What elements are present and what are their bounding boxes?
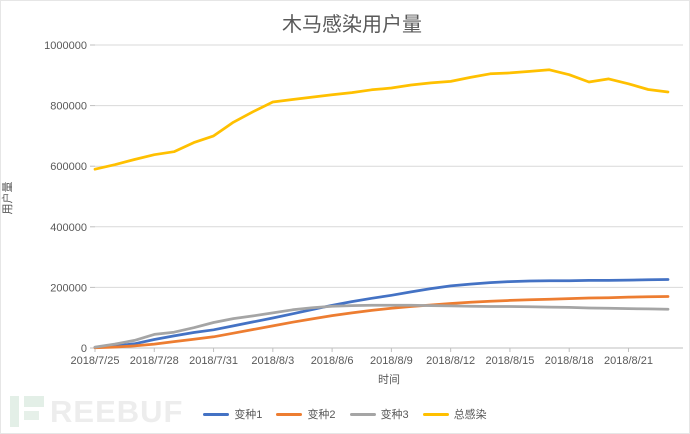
x-axis-title: 时间 <box>378 374 400 386</box>
chart-title: 木马感染用户量 <box>282 14 422 36</box>
legend-swatch-variant3 <box>349 412 376 416</box>
y-tick-label: 600000 <box>50 161 87 173</box>
legend-swatch-variant1 <box>203 412 230 416</box>
x-tick-label: 2018/8/6 <box>311 355 354 367</box>
legend-item-variant3[interactable]: 变种3 <box>349 406 409 422</box>
x-tick-label: 2018/8/18 <box>545 355 594 367</box>
x-tick-label: 2018/8/15 <box>485 355 534 367</box>
x-tick-label: 2018/7/28 <box>130 355 179 367</box>
x-tick-label: 2018/8/21 <box>604 355 653 367</box>
freebuf-watermark: REEBUF <box>10 396 183 428</box>
y-tick-label: 400000 <box>50 222 87 234</box>
legend-swatch-total <box>422 412 449 416</box>
legend: 变种1 变种2 变种3 总感染 <box>0 406 690 422</box>
freebuf-watermark-text: REEBUF <box>50 394 184 429</box>
y-tick-label: 1000000 <box>44 40 87 52</box>
series-line-变种2[interactable] <box>93 295 670 350</box>
freebuf-logo-block-top <box>24 396 44 407</box>
series-line-变种1[interactable] <box>93 278 670 349</box>
series-line-变种3[interactable] <box>93 303 670 349</box>
y-axis-title: 用户量 <box>2 181 14 215</box>
x-tick-label: 2018/8/12 <box>426 355 475 367</box>
legend-item-total[interactable]: 总感染 <box>422 406 487 422</box>
freebuf-logo-blocks <box>24 396 44 420</box>
y-tick-label: 200000 <box>50 282 87 294</box>
legend-label-variant1: 变种1 <box>234 409 263 421</box>
series-line-总感染[interactable] <box>93 68 670 171</box>
freebuf-logo-bar <box>10 396 19 427</box>
x-tick-label: 2018/8/9 <box>370 355 413 367</box>
x-tick-label: 2018/7/31 <box>189 355 238 367</box>
legend-swatch-variant2 <box>276 412 303 416</box>
legend-item-variant2[interactable]: 变种2 <box>276 406 336 422</box>
y-tick-label: 800000 <box>50 101 87 113</box>
x-tick-label: 2018/8/3 <box>251 355 294 367</box>
legend-label-variant2: 变种2 <box>307 409 336 421</box>
legend-item-variant1[interactable]: 变种1 <box>203 406 262 422</box>
y-tick-label: 0 <box>81 343 87 355</box>
freebuf-logo-block-bottom <box>24 411 39 420</box>
legend-label-variant3: 变种3 <box>380 409 409 421</box>
x-tick-label: 2018/7/25 <box>71 355 120 367</box>
legend-label-total: 总感染 <box>453 409 487 421</box>
